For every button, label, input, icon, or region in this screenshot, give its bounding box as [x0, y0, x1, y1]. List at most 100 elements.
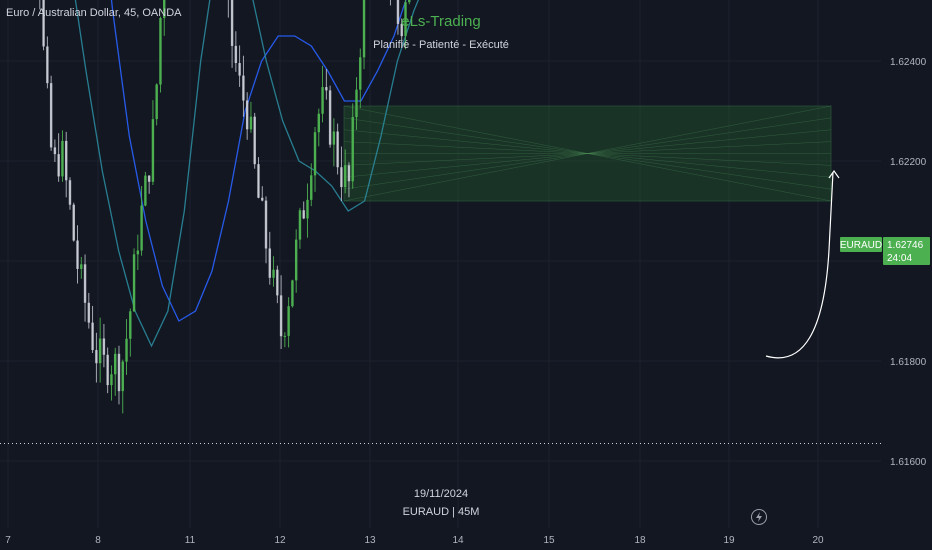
demand-zone-hatch	[343, 105, 832, 202]
candle-body	[306, 199, 309, 219]
candle-body	[313, 132, 317, 176]
candle-body	[325, 87, 328, 91]
projection-arrow[interactable]	[765, 169, 840, 359]
candle-body	[276, 269, 279, 296]
brand-tagline: Planifié - Patienté - Exécuté	[373, 39, 509, 51]
projection-curve	[765, 171, 834, 359]
demand-zone-hatch	[343, 129, 832, 178]
time-tick-label: 7	[5, 535, 11, 546]
candle-body	[117, 353, 121, 392]
candle-body	[53, 147, 57, 155]
candle-body	[317, 113, 321, 133]
demand-zone[interactable]	[343, 105, 832, 202]
demand-zone-hatch	[343, 105, 832, 202]
price-tick-label: 1.61600	[890, 457, 927, 468]
moving-averages	[74, 0, 420, 348]
candle-body	[95, 350, 98, 364]
candle-body	[132, 254, 136, 312]
lightning-icon[interactable]	[751, 509, 767, 525]
candle-body	[61, 140, 64, 177]
candle-body	[57, 154, 60, 177]
candle-body	[49, 83, 53, 148]
candle-body	[42, 0, 45, 47]
candle-body	[163, 0, 166, 19]
candle-body	[136, 250, 140, 255]
demand-zone-hatch	[343, 129, 832, 178]
demand-zone-box	[343, 105, 832, 202]
candle-body	[268, 248, 271, 278]
time-tick-label: 11	[185, 535, 196, 546]
candle-body	[359, 57, 362, 90]
candle-body	[230, 0, 234, 46]
candle-body	[98, 338, 102, 364]
time-tick-label: 13	[364, 535, 376, 546]
candle-body	[249, 116, 253, 130]
candle-body	[298, 210, 302, 240]
candle-body	[80, 264, 83, 269]
candle-body	[310, 175, 313, 200]
candle-body	[404, 2, 407, 37]
candle-body	[294, 239, 298, 281]
candle-body	[340, 167, 343, 188]
candle-body	[245, 100, 249, 130]
candles	[39, 0, 411, 414]
candle-body	[114, 353, 117, 375]
candle-body	[159, 18, 162, 85]
time-tick-label: 15	[543, 535, 555, 546]
candle-body	[283, 335, 287, 337]
candle-body	[355, 89, 358, 118]
price-tag-symbol: EURAUD	[840, 240, 882, 251]
candle-body	[106, 354, 109, 386]
grid-lines	[0, 0, 881, 528]
candle-body	[102, 338, 106, 355]
price-tick-label: 1.61800	[890, 357, 927, 368]
price-tag: EURAUD 1.62746 24:04	[840, 237, 930, 265]
candle-body	[347, 165, 351, 182]
time-axis[interactable]: 7 8 11 12 13 14 15 18 19 20	[5, 535, 824, 546]
candle-body	[64, 140, 68, 181]
candle-body	[321, 87, 324, 114]
brand-title: eLs-Trading	[401, 13, 480, 30]
time-tick-label: 18	[634, 535, 646, 546]
candle-body	[121, 361, 124, 392]
watermark-date: 19/11/2024	[414, 488, 468, 500]
candle-body	[76, 240, 79, 269]
candle-body	[272, 269, 275, 278]
price-tag-value-bg	[883, 237, 930, 265]
candle-body	[253, 116, 256, 165]
candle-body	[302, 210, 305, 219]
candle-body	[336, 131, 339, 168]
candle-body	[46, 46, 49, 84]
ema-fast-line	[74, 0, 420, 348]
demand-zone-hatch	[343, 141, 832, 166]
candle-body	[343, 165, 347, 188]
time-tick-label: 20	[812, 535, 824, 546]
candle-body	[234, 45, 238, 64]
price-tag-value: 1.62746	[887, 240, 924, 251]
demand-zone-hatch	[343, 141, 832, 166]
arrow-head-icon	[828, 169, 840, 179]
candle-body	[87, 302, 91, 323]
candle-body	[351, 117, 354, 182]
candle-body	[242, 75, 245, 101]
horizontal-levels	[0, 443, 884, 444]
candle-body	[279, 295, 283, 337]
symbol-line: Euro / Australian Dollar, 45, OANDA	[6, 7, 182, 19]
candle-body	[257, 164, 260, 198]
candle-body	[261, 197, 264, 201]
price-tick-label: 1.62200	[890, 157, 927, 168]
candle-body	[291, 280, 294, 307]
time-tick-label: 12	[274, 535, 286, 546]
candle-body	[144, 175, 147, 206]
watermark-symbol: EURAUD | 45M	[403, 506, 480, 518]
candle-body	[287, 306, 290, 336]
price-tag-symbol-bg	[840, 237, 882, 252]
demand-zone-hatch	[343, 117, 832, 190]
candle-body	[408, 0, 411, 3]
time-tick-label: 8	[95, 535, 101, 546]
candle-body	[83, 264, 87, 303]
candle-body	[72, 204, 75, 241]
price-tag-countdown: 24:04	[887, 253, 912, 264]
